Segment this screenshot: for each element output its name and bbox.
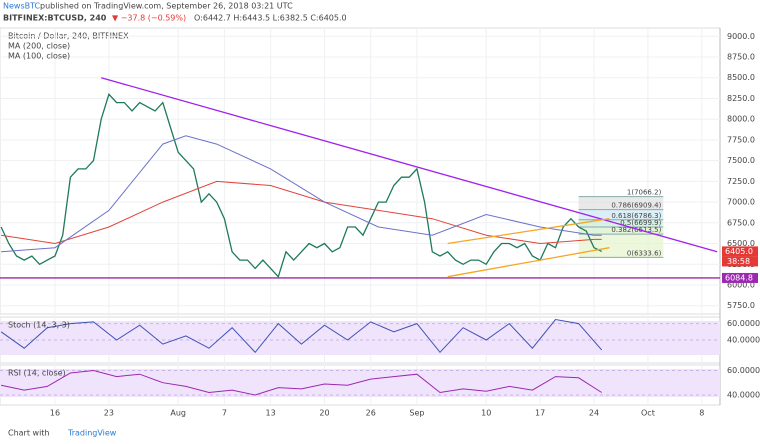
y-tick-label: 6500.0 (727, 239, 755, 248)
indicator-title: Stoch (14, 3, 3) (8, 321, 70, 330)
symbol: BITFINEX:BTCUSD, 240 (3, 14, 107, 23)
last-price-tag (722, 246, 758, 257)
price-line (0, 93, 602, 278)
price-line (1, 135, 602, 253)
fib-label: 1(7066.2) (627, 189, 662, 197)
fib-label: 0.5(6699.9) (620, 219, 661, 227)
y-tick-label: 6750.0 (727, 218, 755, 227)
fib-label: 0.786(6909.4) (611, 202, 661, 210)
y-tick-label: 6000.0 (727, 280, 755, 289)
fib-label: 0.618(6786.3) (611, 212, 661, 220)
x-tick-label: Oct (641, 409, 655, 418)
x-tick-label: 20 (319, 409, 329, 418)
indicator-band (0, 369, 720, 397)
legend-entry: MA (100, close) (8, 52, 70, 61)
x-tick-label: Sep (409, 409, 424, 418)
y-tick-label: 5750.0 (727, 301, 755, 310)
footer-text: Chart with (8, 429, 50, 438)
support-tag (722, 272, 758, 283)
channel-line (447, 247, 610, 278)
x-tick-label: 17 (535, 409, 545, 418)
y-tick-label: 8000.0 (727, 115, 755, 124)
y-tick-label: 8750.0 (727, 53, 755, 62)
y-tick-label: 40.0000 (727, 390, 760, 399)
published: published on TradingView.com, September … (40, 2, 293, 11)
fib-zone (578, 219, 664, 227)
publisher[interactable]: NewsBTC (3, 2, 41, 11)
y-tick-label: 9000.0 (727, 32, 755, 41)
y-tick-label: 40.0000 (727, 336, 760, 345)
indicator-band (0, 321, 720, 355)
indicator-line (0, 318, 603, 354)
fib-label: 0(6333.6) (627, 249, 662, 257)
ohlc: O:6442.7 H:6443.5 L:6382.5 C:6405.0 (194, 14, 347, 23)
countdown: 38:58 (727, 257, 750, 266)
x-tick-label: 13 (266, 409, 276, 418)
y-tick-label: 7250.0 (727, 177, 755, 186)
indicator-line (0, 369, 602, 396)
last-price-tag-label: 6405.0 (725, 247, 753, 256)
x-tick-label: 23 (104, 409, 114, 418)
footer-brand[interactable]: TradingView (67, 429, 117, 438)
countdown-tag (722, 256, 758, 267)
x-tick-label: 10 (481, 409, 491, 418)
fib-zone (578, 226, 664, 235)
y-tick-label: 60.0000 (727, 319, 760, 328)
x-tick-label: 7 (222, 409, 227, 418)
fib-zone (578, 196, 664, 210)
fib-zone (578, 234, 664, 258)
x-tick-label: 8 (699, 409, 704, 418)
indicator-title: RSI (14, close) (8, 369, 66, 378)
legend-entry: MA (200, close) (8, 42, 70, 51)
x-tick-label: 26 (366, 409, 376, 418)
y-tick-label: 60.0000 (727, 366, 760, 375)
fib-label: 0.382(6613.5) (611, 226, 661, 234)
y-tick-label: 7000.0 (727, 198, 755, 207)
y-tick-label: 8250.0 (727, 94, 755, 103)
channel-line (447, 218, 610, 245)
fib-zone (578, 209, 664, 220)
change: ▼ −37.8 (−0.59%) (112, 14, 186, 23)
support-tag-label: 6084.8 (725, 273, 753, 282)
x-tick-label: Aug (170, 409, 186, 418)
x-tick-label: 24 (589, 409, 599, 418)
y-tick-label: 7750.0 (727, 135, 755, 144)
trendline (101, 77, 718, 253)
x-tick-label: 16 (50, 409, 60, 418)
y-tick-label: 8500.0 (727, 73, 755, 82)
y-tick-label: 7500.0 (727, 156, 755, 165)
